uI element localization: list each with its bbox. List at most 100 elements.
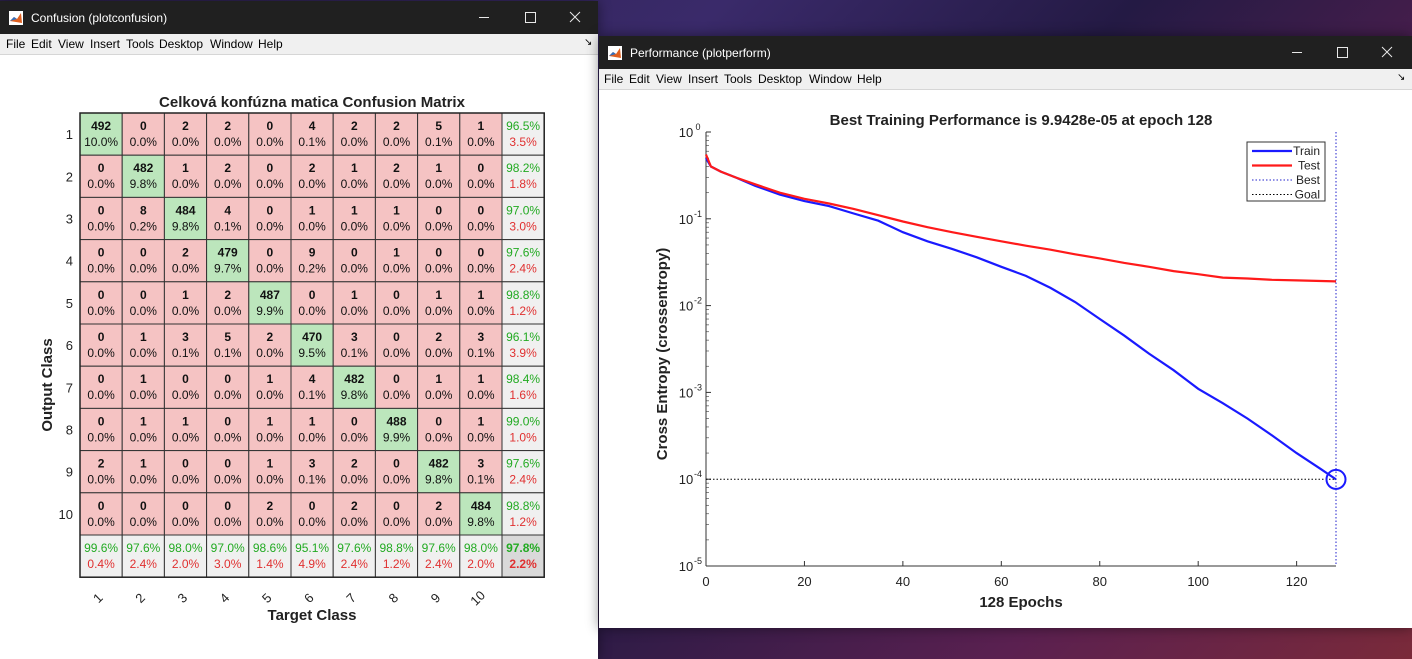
matlab-logo-icon [9, 11, 23, 25]
row-summary-cell [501, 239, 545, 283]
cell-count: 1 [435, 161, 442, 175]
cell-count: 4 [309, 372, 316, 386]
window-title: Confusion (plotconfusion) [31, 11, 168, 25]
matrix-cell [290, 281, 334, 325]
menu-window[interactable]: Window [809, 72, 852, 86]
cell-count: 0 [351, 414, 358, 428]
menu-desktop[interactable]: Desktop [159, 37, 204, 51]
matrix-cell [248, 407, 292, 452]
cell-count: 1 [478, 288, 485, 302]
row-label: 9 [66, 465, 73, 480]
matrix-cell [121, 323, 165, 367]
matrix-cell [121, 365, 165, 409]
close-button[interactable] [1364, 36, 1410, 69]
menu-insert[interactable]: Insert [90, 37, 121, 51]
best-epoch-marker [1325, 468, 1347, 490]
row-error: 1.2% [509, 304, 537, 318]
cell-count: 2 [435, 330, 442, 344]
cell-percent: 0.0% [87, 177, 115, 191]
row-error: 1.6% [509, 388, 537, 402]
y-tick-exponent: -1 [694, 209, 702, 219]
row-label: 8 [66, 423, 73, 438]
menu-view[interactable]: View [58, 37, 84, 51]
cell-count: 0 [309, 499, 316, 513]
cell-count: 1 [182, 288, 189, 302]
cell-count: 0 [267, 161, 274, 175]
col-error: 2.4% [425, 557, 453, 571]
menu-help[interactable]: Help [857, 72, 882, 86]
menu-tools[interactable]: Tools [724, 72, 753, 86]
cell-count: 1 [478, 372, 485, 386]
matrix-cell [206, 112, 250, 156]
cell-percent: 0.0% [341, 515, 369, 529]
cell-count: 0 [98, 246, 105, 260]
cell-count: 1 [267, 372, 274, 386]
cell-count: 0 [224, 414, 231, 428]
confusion-titlebar[interactable]: Confusion (plotconfusion) [0, 1, 598, 34]
cell-percent: 9.8% [341, 388, 369, 402]
cell-percent: 0.2% [130, 219, 158, 233]
minimize-icon [1292, 52, 1302, 53]
menu-tools[interactable]: Tools [126, 37, 155, 51]
row-accuracy: 96.1% [506, 330, 540, 344]
cell-count: 479 [218, 246, 238, 260]
row-error: 2.4% [509, 262, 537, 276]
matrix-cell [290, 450, 334, 494]
maximize-icon [525, 12, 536, 23]
performance-titlebar[interactable]: Performance (plotperform) [599, 36, 1412, 69]
series-line-train [705, 157, 1337, 481]
cell-percent: 9.8% [130, 177, 158, 191]
maximize-button[interactable] [1319, 36, 1365, 69]
col-accuracy: 98.8% [379, 541, 413, 555]
minimize-icon [479, 17, 489, 18]
cell-percent: 0.0% [341, 219, 369, 233]
cell-percent: 0.0% [87, 346, 115, 360]
menu-help[interactable]: Help [258, 37, 283, 51]
cell-count: 0 [224, 372, 231, 386]
cell-percent: 0.0% [130, 430, 158, 444]
cell-count: 0 [140, 119, 147, 133]
matrix-cell [290, 492, 334, 536]
close-button[interactable] [552, 1, 598, 34]
minimize-button[interactable] [1274, 36, 1320, 69]
row-error: 3.0% [509, 219, 537, 233]
minimize-button[interactable] [461, 1, 507, 34]
dock-arrow-icon[interactable]: ↘ [584, 37, 593, 48]
col-error: 2.4% [130, 557, 158, 571]
cell-percent: 0.0% [172, 135, 200, 149]
menu-file[interactable]: File [604, 72, 624, 86]
cell-percent: 0.0% [130, 515, 158, 529]
menu-edit[interactable]: Edit [629, 72, 650, 86]
menu-insert[interactable]: Insert [688, 72, 719, 86]
cell-count: 2 [267, 330, 274, 344]
matrix-cell [332, 196, 376, 241]
cell-count: 2 [267, 499, 274, 513]
row-error: 1.2% [509, 515, 537, 529]
cell-count: 1 [182, 161, 189, 175]
cell-percent: 0.1% [298, 473, 326, 487]
cell-count: 1 [140, 457, 147, 471]
menu-file[interactable]: File [6, 37, 26, 51]
cell-percent: 0.0% [87, 388, 115, 402]
dock-arrow-icon[interactable]: ↘ [1397, 72, 1406, 83]
cell-percent: 0.1% [172, 346, 200, 360]
menu-window[interactable]: Window [210, 37, 253, 51]
maximize-button[interactable] [507, 1, 553, 34]
cell-count: 0 [393, 457, 400, 471]
cell-percent: 0.0% [383, 177, 411, 191]
menu-bar: File Edit View Insert Tools Desktop Wind… [0, 34, 598, 55]
x-tick-label: 120 [1286, 574, 1308, 589]
cell-count: 0 [98, 330, 105, 344]
y-tick-exponent: 0 [695, 122, 700, 132]
matrix-cell [163, 365, 208, 409]
matrix-cell [79, 239, 123, 283]
menu-desktop[interactable]: Desktop [758, 72, 803, 86]
row-error: 1.0% [509, 430, 537, 444]
menu-edit[interactable]: Edit [31, 37, 52, 51]
cell-percent: 0.0% [130, 135, 158, 149]
matrix-cell [417, 450, 461, 494]
cell-percent: 0.0% [383, 388, 411, 402]
col-error: 2.0% [172, 557, 200, 571]
menu-view[interactable]: View [656, 72, 682, 86]
x-tick-label: 0 [702, 574, 709, 589]
